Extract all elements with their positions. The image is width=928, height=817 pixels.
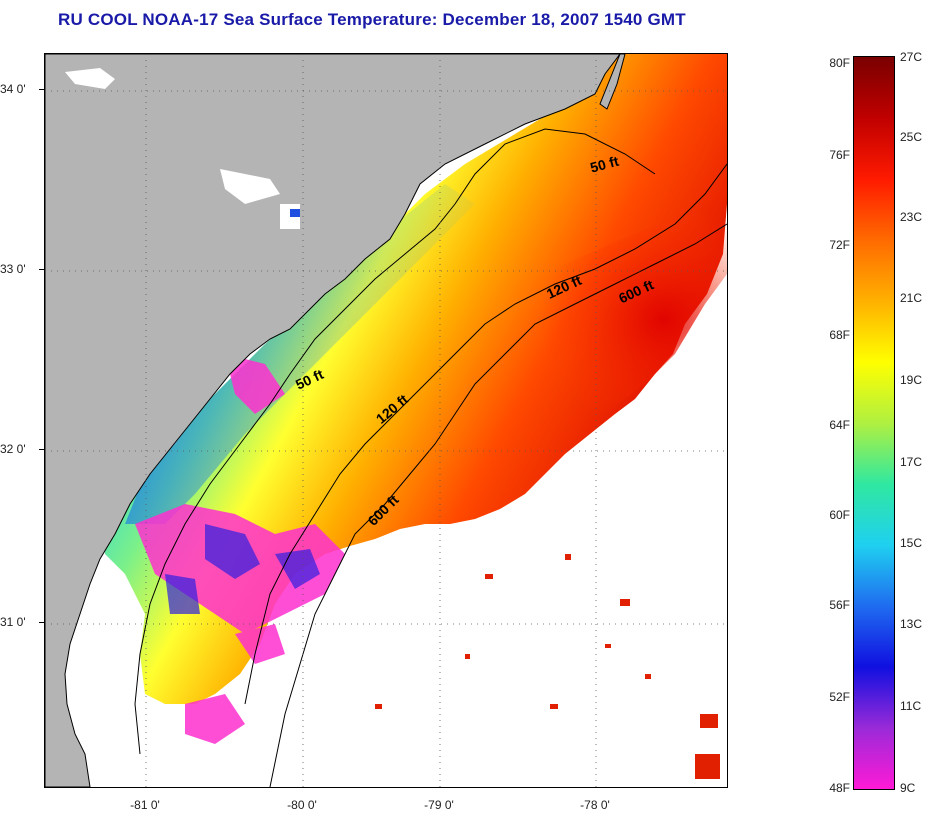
colorbar-f-label: 52F [829,690,850,704]
sst-map-canvas: 50 ft 50 ft 120 ft 120 ft 600 ft 600 ft [45,54,727,787]
depth-label: 50 ft [588,153,620,176]
longitude-label: -80 0' [287,798,317,812]
warm-core [375,204,727,534]
colorbar-c-label: 27C [900,50,923,64]
latitude-label: 33 0' [0,262,26,276]
colorbar-f-label: 48F [829,781,850,795]
latitude-label: 34 0' [0,82,26,96]
colorbar-f-label: 80F [829,56,850,70]
colorbar-f-label: 68F [829,328,850,342]
latitude-label: 31 0' [0,615,26,629]
land [45,54,621,787]
longitude-label: -79 0' [424,798,454,812]
latitude-label: 32 0' [0,442,26,456]
colorbar-c-label: 23C [900,210,923,224]
sst-map: 50 ft 50 ft 120 ft 120 ft 600 ft 600 ft [44,53,728,788]
tick [39,89,44,90]
purple-patches [165,524,320,614]
warm-specks [375,554,720,779]
colorbar-c-label: 17C [900,455,923,469]
colorbar-f-label: 72F [829,238,850,252]
tick [39,269,44,270]
colorbar-f-label: 60F [829,508,850,522]
longitude-label: -81 0' [130,798,160,812]
tick [39,449,44,450]
colorbar-c-label: 11C [900,699,922,713]
colorbar-f-label: 64F [829,418,850,432]
colorbar-c-label: 21C [900,291,923,305]
colorbar-f-label: 76F [829,148,850,162]
map-title: RU COOL NOAA-17 Sea Surface Temperature:… [58,10,686,29]
colorbar-f-label: 56F [829,598,850,612]
colorbar-c-label: 15C [900,536,923,550]
depth-contours [134,128,727,787]
lake [290,209,300,217]
colorbar-c-label: 25C [900,130,923,144]
graticule [45,54,727,787]
tick [39,622,44,623]
colorbar-c-label: 13C [900,617,923,631]
temperature-colorbar [853,56,895,790]
colorbar-c-label: 9C [900,781,916,795]
colorbar-c-label: 19C [900,373,923,387]
cape-land [599,54,626,110]
longitude-label: -78 0' [580,798,610,812]
